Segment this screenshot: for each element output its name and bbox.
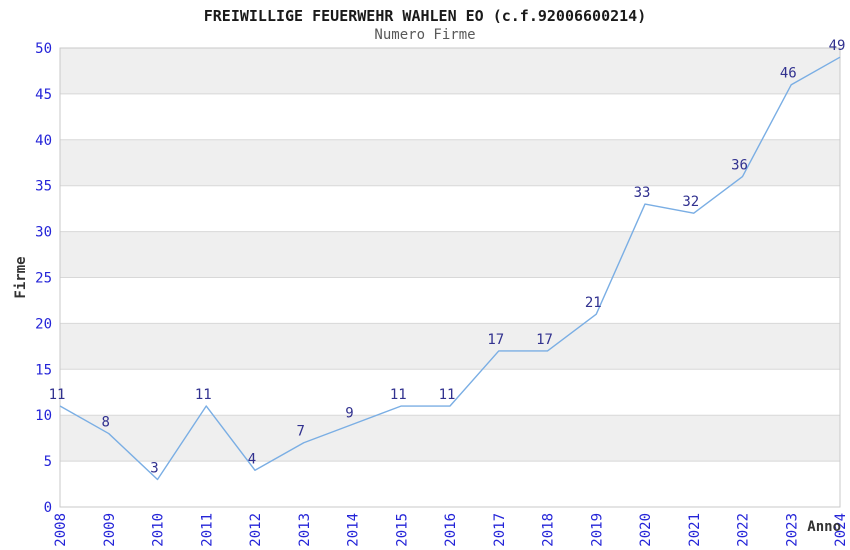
data-label: 3 — [150, 460, 158, 476]
x-tick-label: 2013 — [297, 513, 313, 547]
y-tick-label: 30 — [35, 225, 52, 241]
plot-band — [60, 139, 840, 186]
data-labels: 11 8 3 11 4 7 9 11 11 17 17 21 33 32 36 46 49 — [49, 38, 846, 476]
x-tick-label: 2014 — [346, 513, 362, 547]
data-label: 7 — [297, 424, 305, 440]
plot-frame — [59, 47, 841, 508]
plot-band — [60, 323, 840, 370]
data-label: 9 — [345, 405, 353, 421]
x-tick-label: 2010 — [151, 513, 167, 547]
y-tick-label: 5 — [44, 454, 52, 470]
data-label: 46 — [780, 66, 797, 82]
data-label: 33 — [634, 185, 651, 201]
x-tick-label: 2024 — [833, 513, 849, 547]
data-label: 11 — [439, 387, 456, 403]
y-tick-label: 20 — [35, 316, 52, 332]
y-tick-labels: 0 5 10 15 20 25 30 35 40 45 50 — [35, 41, 52, 516]
chart-title: FREIWILLIGE FEUERWEHR WAHLEN EO (c.f.920… — [203, 7, 647, 25]
data-label: 17 — [487, 332, 504, 348]
x-axis-title: Anno — [807, 519, 841, 535]
data-label: 4 — [248, 451, 256, 467]
x-tick-label: 2021 — [687, 513, 703, 547]
x-tick-label: 2009 — [102, 513, 118, 547]
series-line — [59, 56, 841, 481]
data-label: 21 — [585, 295, 602, 311]
data-label: 49 — [829, 38, 846, 54]
data-label: 11 — [390, 387, 407, 403]
y-tick-label: 45 — [35, 87, 52, 103]
x-tick-label: 2016 — [443, 513, 459, 547]
plot-band — [60, 48, 840, 94]
plot-bands — [60, 48, 840, 462]
x-tick-label: 2015 — [394, 513, 410, 547]
data-label: 17 — [536, 332, 553, 348]
y-tick-label: 0 — [44, 500, 52, 516]
x-tick-label: 2020 — [638, 513, 654, 547]
data-label: 11 — [195, 387, 212, 403]
gridlines — [60, 93, 840, 462]
x-tick-label: 2008 — [53, 513, 69, 547]
x-tick-label: 2023 — [784, 513, 800, 547]
data-label: 11 — [49, 387, 66, 403]
x-tick-label: 2017 — [492, 513, 508, 547]
x-tick-labels: 2008 2009 2010 2011 2012 2013 2014 2015 2016 2017… — [53, 513, 849, 547]
data-label: 32 — [682, 194, 699, 210]
plot-band — [60, 415, 840, 462]
x-tick-label: 2012 — [248, 513, 264, 547]
data-label: 8 — [102, 415, 110, 431]
x-tick-label: 2019 — [589, 513, 605, 547]
y-tick-label: 40 — [35, 133, 52, 149]
plot-band — [60, 231, 840, 278]
y-tick-label: 25 — [35, 271, 52, 287]
y-axis-title: Firme — [13, 256, 29, 298]
data-label: 36 — [731, 158, 748, 174]
x-tick-label: 2018 — [541, 513, 557, 547]
x-tick-label: 2011 — [199, 513, 215, 547]
x-tick-label: 2022 — [736, 513, 752, 547]
y-tick-label: 10 — [35, 408, 52, 424]
y-tick-label: 50 — [35, 41, 52, 57]
chart-subtitle: Numero Firme — [374, 27, 476, 43]
y-tick-label: 15 — [35, 362, 52, 378]
y-tick-label: 35 — [35, 179, 52, 195]
